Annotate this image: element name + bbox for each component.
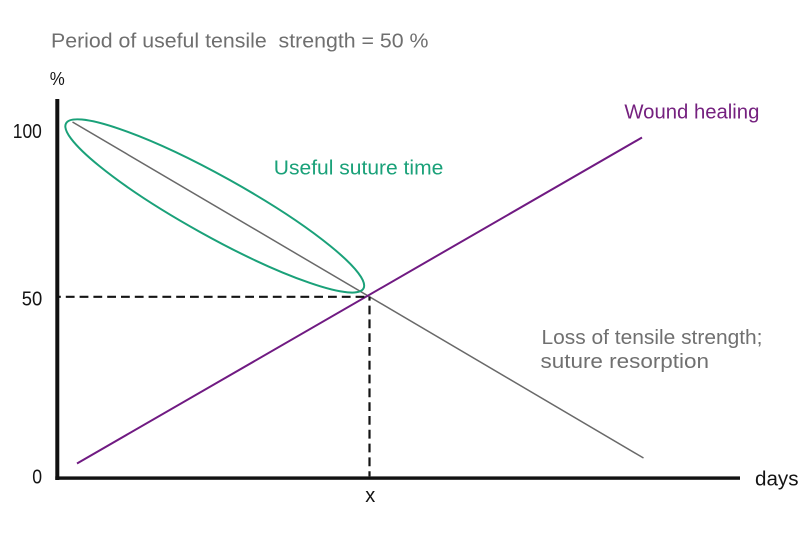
svg-text:Period of useful tensile stre: Period of useful tensile strength = 50 % — [51, 31, 429, 53]
svg-text:suture resorption: suture resorption — [541, 351, 710, 373]
svg-text:Loss of tensile strength;: Loss of tensile strength; — [542, 327, 763, 349]
svg-text:50: 50 — [22, 289, 43, 311]
svg-text:Useful suture time: Useful suture time — [274, 158, 444, 180]
svg-text:100: 100 — [13, 121, 42, 143]
svg-text:x: x — [365, 485, 375, 507]
svg-text:%: % — [50, 69, 65, 89]
svg-text:0: 0 — [32, 466, 42, 488]
svg-text:days: days — [755, 469, 799, 491]
svg-text:Wound healing: Wound healing — [624, 101, 759, 123]
